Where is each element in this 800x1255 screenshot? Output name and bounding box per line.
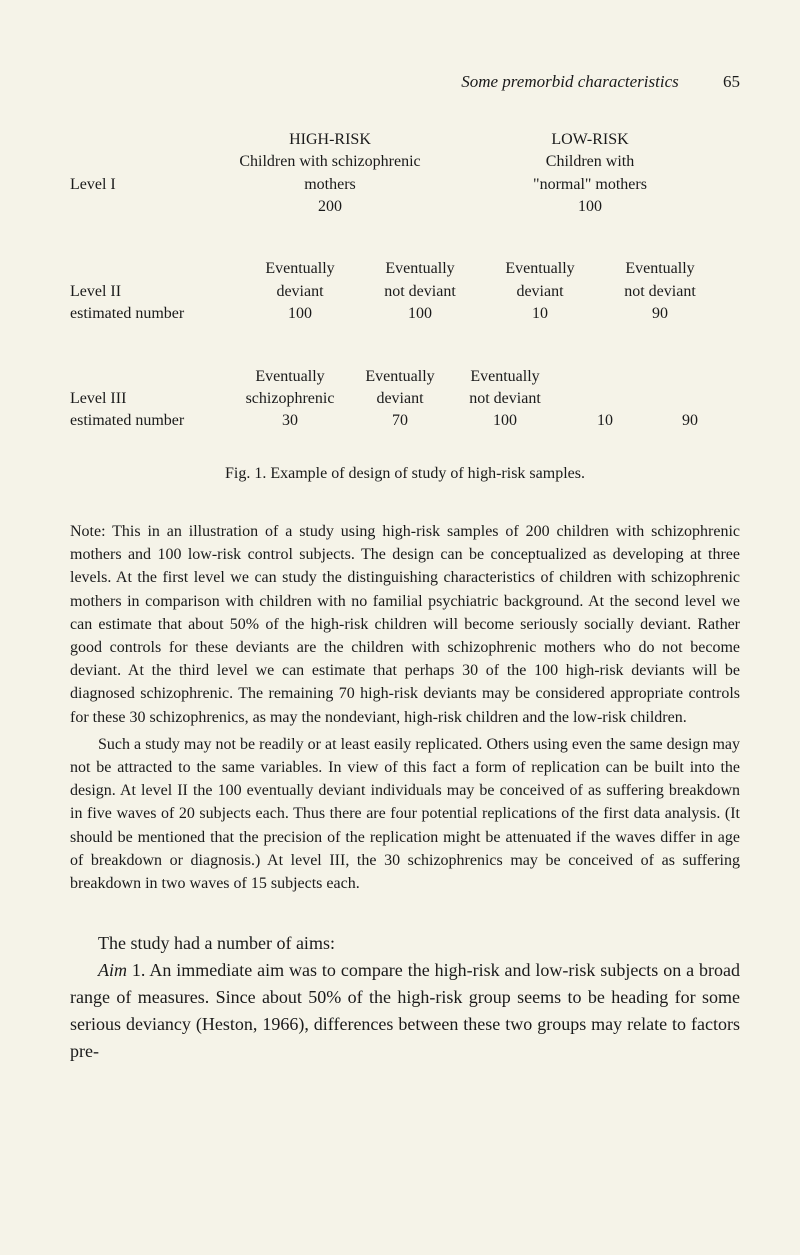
note-paragraph-2: Such a study may not be readily or at le… bbox=[70, 733, 740, 895]
level2-col-h1: Eventually bbox=[480, 258, 600, 280]
low-risk-count: 100 bbox=[460, 196, 720, 218]
level2-col-val: 100 bbox=[360, 303, 480, 325]
level3-table: Eventually Eventually Eventually Level I… bbox=[70, 366, 740, 433]
level2-col-h1: Eventually bbox=[360, 258, 480, 280]
level3-col-val: 10 bbox=[560, 410, 650, 432]
level2-col-h2: not deviant bbox=[360, 281, 480, 303]
high-risk-count: 200 bbox=[200, 196, 460, 218]
level3-col-val: 30 bbox=[230, 410, 350, 432]
aim-label: Aim bbox=[98, 960, 127, 980]
level3-col-h1: Eventually bbox=[350, 366, 450, 388]
level2-label: Level II bbox=[70, 281, 240, 303]
level2-col-h2: not deviant bbox=[600, 281, 720, 303]
level3-col-h2: deviant bbox=[350, 388, 450, 410]
level3-col-val: 90 bbox=[650, 410, 730, 432]
note-paragraph-1: Note: This in an illustration of a study… bbox=[70, 520, 740, 729]
level3-col-h2: schizophrenic bbox=[230, 388, 350, 410]
level3-col-h1: Eventually bbox=[230, 366, 350, 388]
level2-col-h2: deviant bbox=[240, 281, 360, 303]
level3-col-h1 bbox=[560, 366, 650, 388]
level2-col-h2: deviant bbox=[480, 281, 600, 303]
level2-col-val: 90 bbox=[600, 303, 720, 325]
level3-label: Level III bbox=[70, 388, 230, 410]
level1-label: Level I bbox=[70, 174, 200, 196]
high-risk-desc2: mothers bbox=[200, 174, 460, 196]
level2-col-h1: Eventually bbox=[600, 258, 720, 280]
main-body-text: The study had a number of aims: Aim 1. A… bbox=[70, 930, 740, 1065]
page-header: Some premorbid characteristics 65 bbox=[70, 70, 740, 94]
level1-table: HIGH-RISK LOW-RISK Children with schizop… bbox=[70, 129, 740, 219]
level3-est-label: estimated number bbox=[70, 410, 230, 432]
level3-col-val: 100 bbox=[450, 410, 560, 432]
header-page-number: 65 bbox=[723, 72, 740, 91]
aim-text: 1. An immediate aim was to compare the h… bbox=[70, 960, 740, 1061]
level2-col-val: 10 bbox=[480, 303, 600, 325]
level3-col-h1 bbox=[650, 366, 730, 388]
level2-col-val: 100 bbox=[240, 303, 360, 325]
low-risk-desc2: "normal" mothers bbox=[460, 174, 720, 196]
level3-col-h1: Eventually bbox=[450, 366, 560, 388]
level3-col-h2 bbox=[650, 388, 730, 410]
level2-col-h1: Eventually bbox=[240, 258, 360, 280]
header-title: Some premorbid characteristics bbox=[461, 72, 679, 91]
aim-paragraph: Aim 1. An immediate aim was to compare t… bbox=[70, 957, 740, 1065]
high-risk-desc1: Children with schizophrenic bbox=[200, 151, 460, 173]
figure-caption: Fig. 1. Example of design of study of hi… bbox=[70, 463, 740, 485]
level3-col-h2 bbox=[560, 388, 650, 410]
level3-col-h2: not deviant bbox=[450, 388, 560, 410]
main-line-1: The study had a number of aims: bbox=[70, 930, 740, 957]
level2-table: Eventually Eventually Eventually Eventua… bbox=[70, 258, 740, 325]
low-risk-desc1: Children with bbox=[460, 151, 720, 173]
low-risk-title: LOW-RISK bbox=[460, 129, 720, 151]
high-risk-title: HIGH-RISK bbox=[200, 129, 460, 151]
level3-col-val: 70 bbox=[350, 410, 450, 432]
level2-est-label: estimated number bbox=[70, 303, 240, 325]
